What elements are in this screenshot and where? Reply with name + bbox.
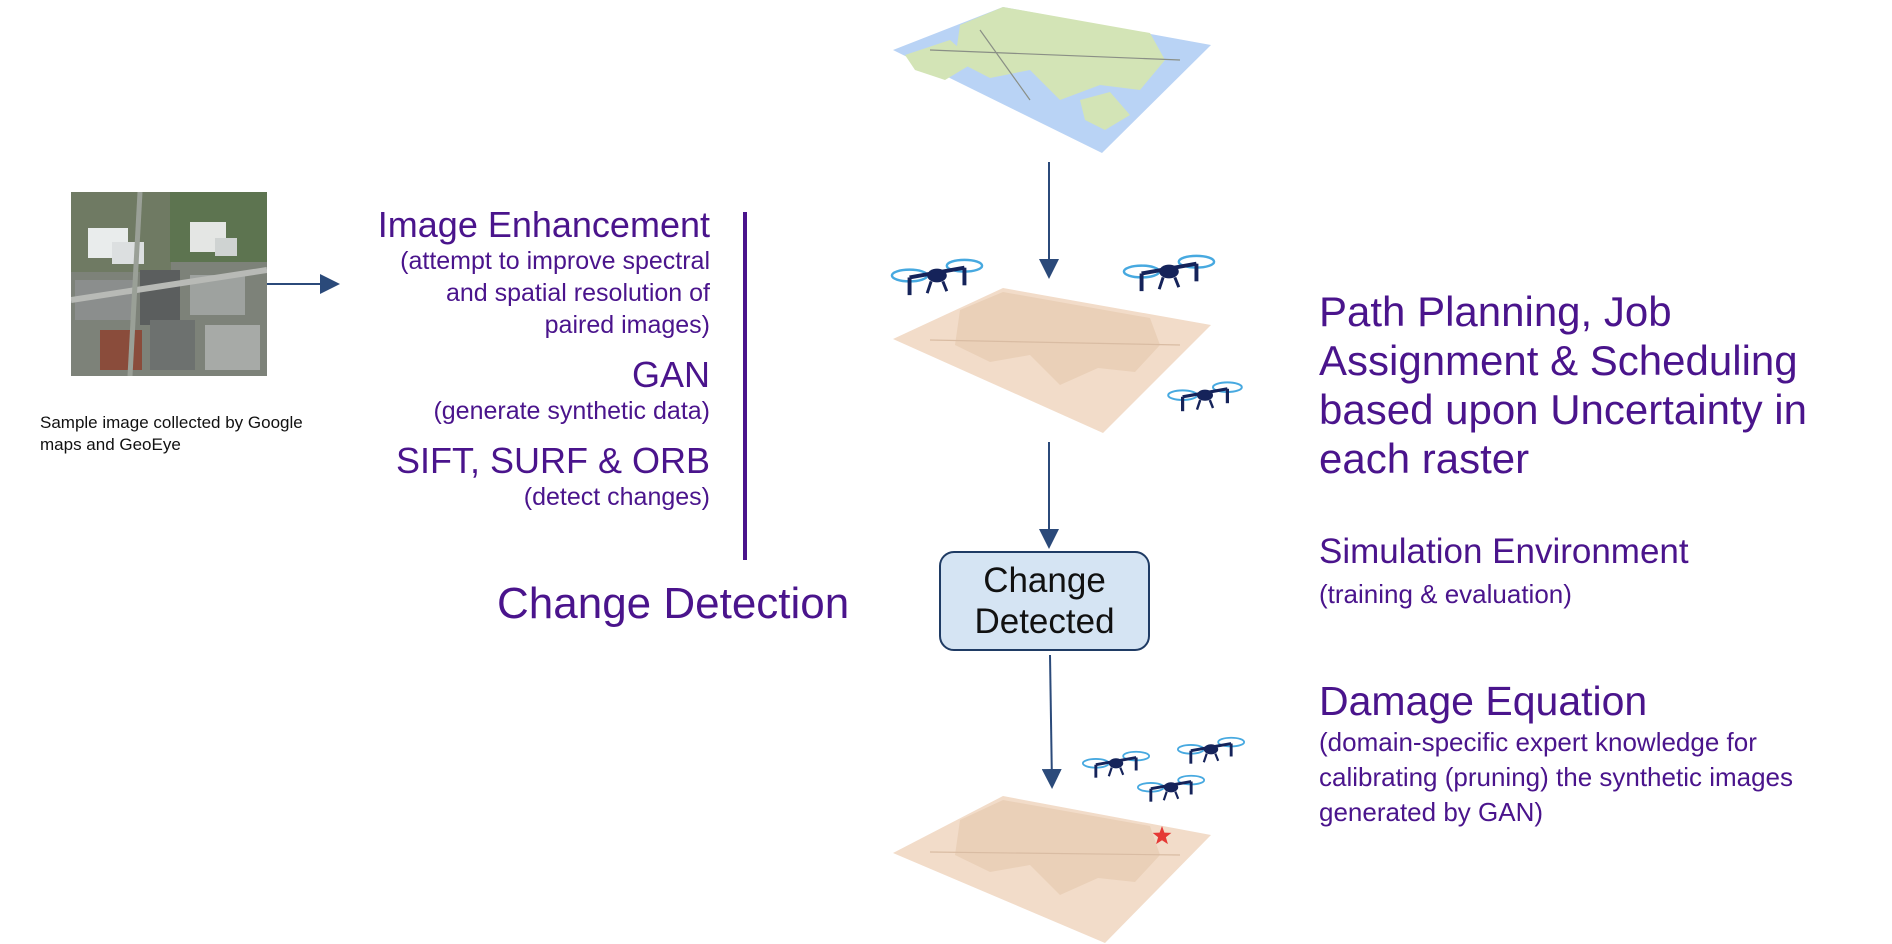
gan-title: GAN bbox=[631, 354, 710, 395]
image-enhancement-title: Image Enhancement bbox=[377, 204, 710, 245]
drone-icon bbox=[1166, 380, 1244, 413]
map-layer-middle bbox=[893, 288, 1211, 433]
image-enhancement-desc-2: and spatial resolution of bbox=[445, 279, 710, 307]
arrow-change-to-damage bbox=[1041, 654, 1062, 789]
map-layer-top bbox=[893, 7, 1211, 153]
image-enhancement-desc-3: paired images) bbox=[544, 311, 710, 339]
drone-icon bbox=[1081, 750, 1151, 780]
sift-title: SIFT, SURF & ORB bbox=[395, 440, 710, 481]
drone-icon bbox=[889, 257, 985, 298]
change-box-line-1: Change bbox=[983, 561, 1106, 600]
caption-line-2: maps and GeoEye bbox=[40, 435, 181, 454]
map-layer-bottom bbox=[893, 796, 1211, 943]
simulation-desc: (training & evaluation) bbox=[1319, 579, 1572, 609]
sift-desc: (detect changes) bbox=[523, 483, 710, 511]
sample-image-caption: Sample image collected by Google maps an… bbox=[40, 412, 340, 456]
damage-equation-title: Damage Equation bbox=[1319, 678, 1648, 724]
damage-equation-desc: (domain-specific expert knowledge for ca… bbox=[1319, 727, 1794, 827]
drone-icon bbox=[1176, 736, 1246, 766]
path-planning-text: Path Planning, Job Assignment & Scheduli… bbox=[1319, 288, 1807, 482]
caption-line-1: Sample image collected by Google bbox=[40, 413, 303, 432]
drone-icon bbox=[1136, 774, 1206, 804]
change-box-line-2: Detected bbox=[974, 602, 1115, 641]
change-detected-box: Change Detected bbox=[939, 551, 1150, 651]
satellite-sample-image bbox=[71, 192, 267, 376]
gan-desc: (generate synthetic data) bbox=[433, 397, 710, 425]
methods-divider bbox=[743, 212, 747, 560]
methods-block: Image Enhancement (attempt to improve sp… bbox=[350, 205, 710, 513]
simulation-title: Simulation Environment bbox=[1319, 532, 1689, 571]
damage-star-icon bbox=[1152, 826, 1172, 845]
image-enhancement-desc-1: (attempt to improve spectral bbox=[400, 247, 710, 275]
change-detection-label: Change Detection bbox=[497, 579, 850, 628]
drone-icon bbox=[1121, 253, 1217, 294]
